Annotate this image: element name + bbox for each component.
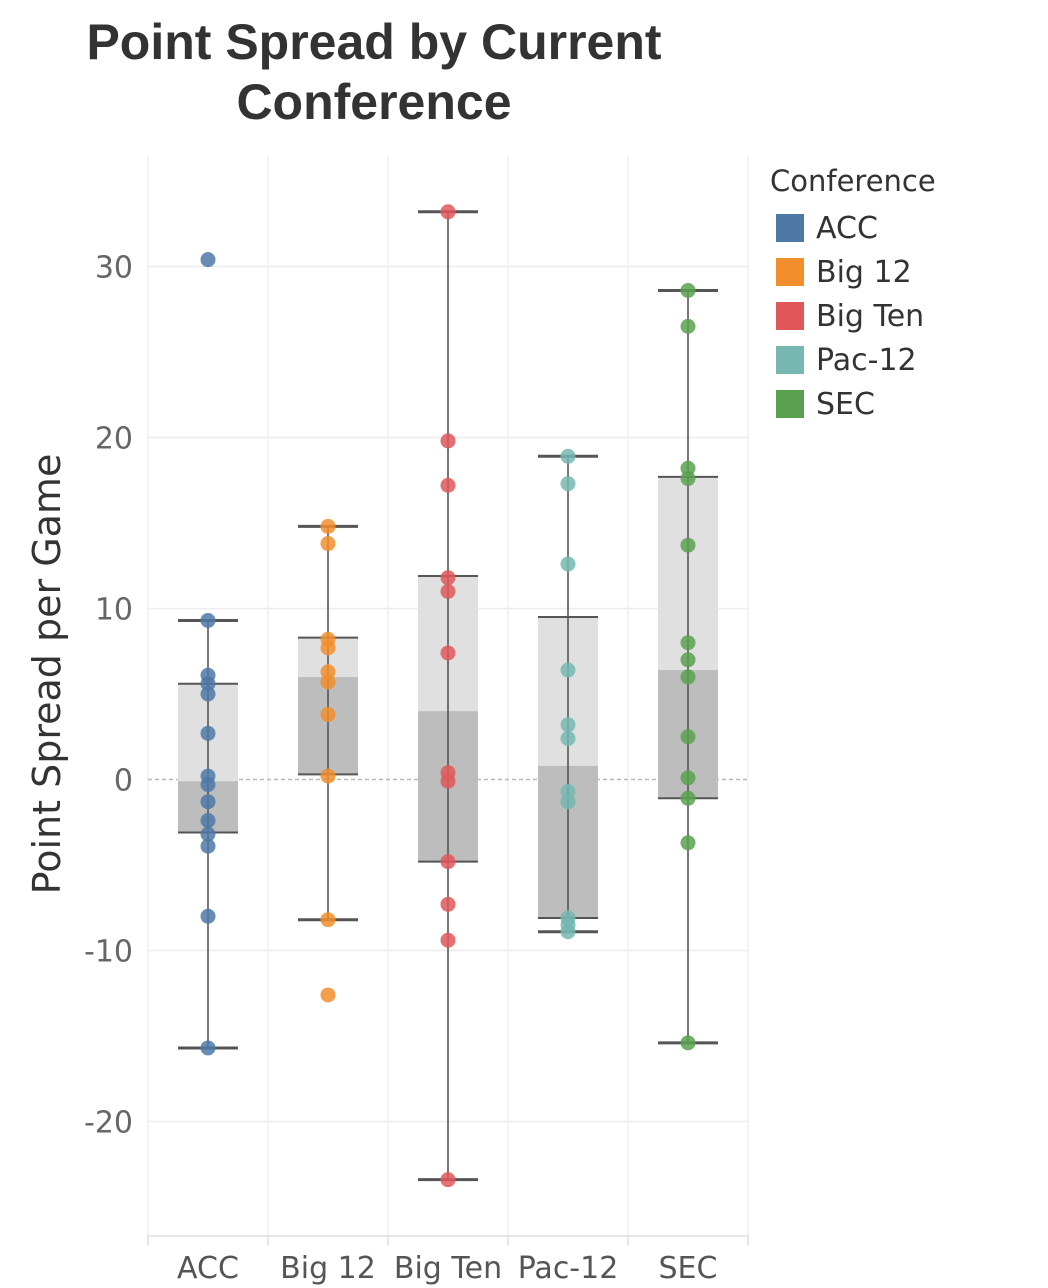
data-point-sec xyxy=(680,729,696,745)
data-point-big-ten xyxy=(440,204,456,220)
data-point-sec xyxy=(680,537,696,553)
data-point-sec xyxy=(680,770,696,786)
data-point-big-12 xyxy=(320,640,336,656)
y-tick-label: 10 xyxy=(95,593,133,628)
point-layer xyxy=(200,204,696,1188)
data-point-sec xyxy=(680,460,696,476)
data-point-acc xyxy=(200,908,216,924)
data-point-sec xyxy=(680,790,696,806)
data-point-big-12 xyxy=(320,987,336,1003)
chart-title: Point Spread by Current Conference xyxy=(86,14,662,130)
y-axis-label: Point Spread per Game xyxy=(25,454,69,895)
data-point-big-ten xyxy=(440,896,456,912)
y-tick-label: 0 xyxy=(114,764,133,799)
legend-item: Big 12 xyxy=(770,250,936,294)
legend-swatch xyxy=(776,302,804,330)
legend-item: Big Ten xyxy=(770,294,936,338)
data-point-big-ten xyxy=(440,1172,456,1188)
data-point-sec xyxy=(680,471,696,487)
legend-label: Pac-12 xyxy=(816,342,917,378)
data-point-sec xyxy=(680,318,696,334)
data-point-big-ten xyxy=(440,433,456,449)
data-point-sec xyxy=(680,835,696,851)
legend-label: Big 12 xyxy=(816,254,912,290)
data-point-acc xyxy=(200,686,216,702)
grid-layer xyxy=(147,156,749,1246)
x-tick-label: Big Ten xyxy=(394,1251,502,1286)
x-tick-label: Pac-12 xyxy=(518,1251,619,1286)
data-point-big-12 xyxy=(320,707,336,723)
data-point-sec xyxy=(680,282,696,298)
data-point-big-12 xyxy=(320,768,336,784)
legend-label: ACC xyxy=(816,210,878,246)
data-point-sec xyxy=(680,635,696,651)
legend: Conference ACC Big 12 Big Ten Pac-12 SEC xyxy=(770,164,936,426)
data-point-sec xyxy=(680,669,696,685)
x-tick-label: ACC xyxy=(177,1251,239,1286)
data-point-pac-12 xyxy=(560,730,576,746)
data-point-acc xyxy=(200,777,216,793)
data-point-big-ten xyxy=(440,645,456,661)
legend-label: SEC xyxy=(816,386,875,422)
data-point-acc xyxy=(200,838,216,854)
data-point-acc xyxy=(200,794,216,810)
data-point-pac-12 xyxy=(560,794,576,810)
data-point-acc xyxy=(200,612,216,628)
data-point-acc xyxy=(200,252,216,268)
data-point-big-12 xyxy=(320,912,336,928)
data-point-big-12 xyxy=(320,674,336,690)
data-point-acc xyxy=(200,676,216,692)
data-point-big-12 xyxy=(320,518,336,534)
data-point-pac-12 xyxy=(560,924,576,940)
legend-items: ACC Big 12 Big Ten Pac-12 SEC xyxy=(770,206,936,426)
data-point-acc xyxy=(200,725,216,741)
data-point-pac-12 xyxy=(560,448,576,464)
data-point-sec xyxy=(680,1035,696,1051)
data-point-big-ten xyxy=(440,583,456,599)
legend-swatch xyxy=(776,346,804,374)
data-point-acc xyxy=(200,1040,216,1056)
legend-item: Pac-12 xyxy=(770,338,936,382)
legend-item: SEC xyxy=(770,382,936,426)
legend-item: ACC xyxy=(770,206,936,250)
data-point-big-ten xyxy=(440,773,456,789)
data-point-pac-12 xyxy=(560,476,576,492)
data-point-big-12 xyxy=(320,664,336,680)
data-point-pac-12 xyxy=(560,717,576,733)
data-point-big-ten xyxy=(440,932,456,948)
data-point-big-12 xyxy=(320,536,336,552)
y-tick-label: 20 xyxy=(95,422,133,457)
data-point-pac-12 xyxy=(560,783,576,799)
data-point-acc xyxy=(200,826,216,842)
whisker-layer xyxy=(178,210,718,1182)
data-point-sec xyxy=(680,652,696,668)
legend-title: Conference xyxy=(770,164,936,198)
data-point-pac-12 xyxy=(560,556,576,572)
data-point-big-ten xyxy=(440,477,456,493)
data-point-pac-12 xyxy=(560,662,576,678)
legend-swatch xyxy=(776,258,804,286)
legend-label: Big Ten xyxy=(816,298,925,334)
x-tick-label: SEC xyxy=(659,1251,718,1286)
data-point-acc xyxy=(200,813,216,829)
data-point-big-ten xyxy=(440,854,456,870)
legend-swatch xyxy=(776,390,804,418)
data-point-big-ten xyxy=(440,570,456,586)
legend-swatch xyxy=(776,214,804,242)
y-tick-label: 30 xyxy=(95,251,133,286)
x-tick-label: Big 12 xyxy=(280,1251,376,1286)
axis-layer: -20 -10 0 10 20 30 Point Spread per Game ACC Big… xyxy=(25,251,717,1287)
y-tick-label: -10 xyxy=(84,935,133,970)
y-tick-label: -20 xyxy=(84,1106,133,1141)
